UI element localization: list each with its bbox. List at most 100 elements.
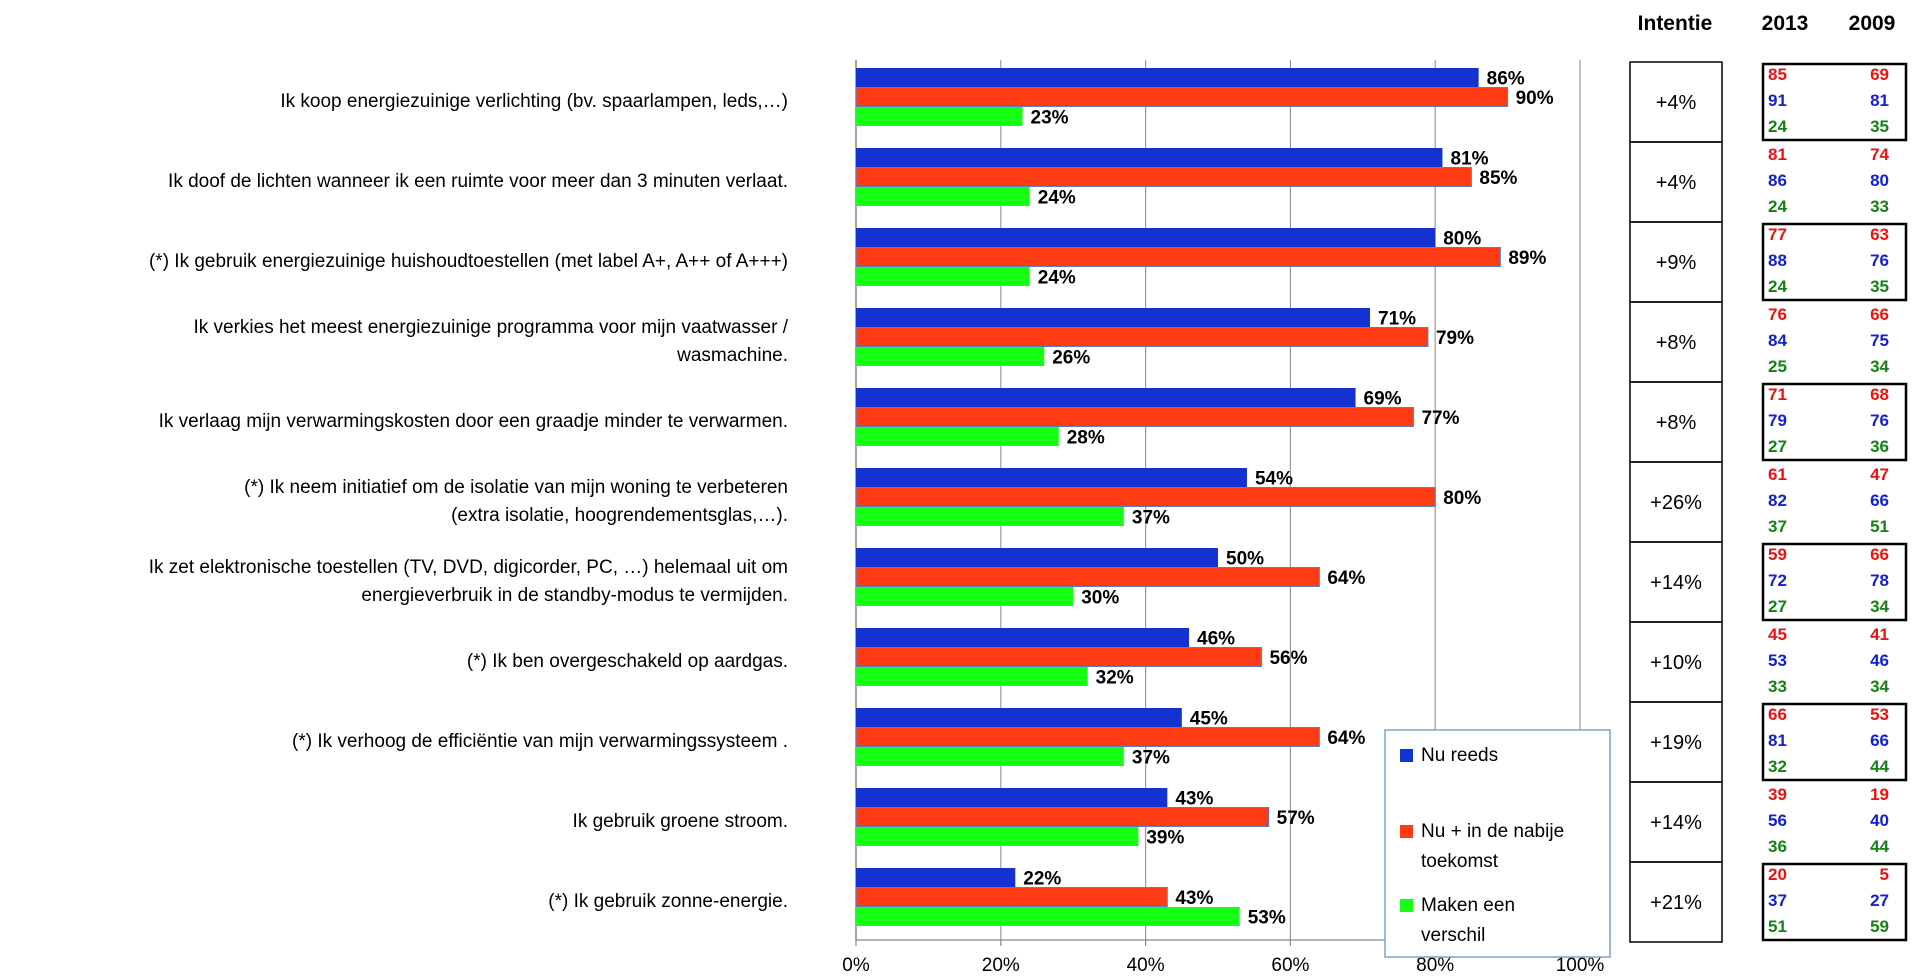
category-label: (*) Ik ben overgeschakeld op aardgas. [467, 651, 788, 672]
value-2009: 59 [1870, 917, 1889, 936]
bar [855, 167, 1472, 187]
value-2013: 71 [1768, 385, 1787, 404]
value-2009: 76 [1870, 411, 1889, 430]
value-label: 24% [1038, 188, 1076, 209]
bar [856, 788, 1168, 807]
bar [855, 727, 1320, 747]
category-label: Ik gebruik groene stroom. [573, 811, 788, 832]
bar [856, 548, 1218, 567]
bar [856, 388, 1356, 407]
legend-label: toekomst [1421, 851, 1499, 872]
intentie-value: +14% [1650, 572, 1702, 594]
value-2013: 88 [1768, 251, 1787, 270]
category-label: (*) Ik verhoog de efficiëntie van mijn v… [292, 731, 788, 752]
legend-label: Nu reeds [1421, 745, 1498, 766]
year-box [1761, 62, 1908, 142]
intentie-value: +8% [1656, 412, 1697, 434]
value-2009: 66 [1870, 491, 1889, 510]
value-2009: 69 [1870, 65, 1889, 84]
side-table: Intentie 2013 2009 +4% 85 69 91 81 24 35 +4% 81 7… [1629, 12, 1908, 943]
value-2009: 40 [1870, 811, 1889, 830]
intentie-value: +19% [1650, 732, 1702, 754]
value-2013: 86 [1768, 171, 1787, 190]
bar [856, 667, 1088, 686]
category-label: Ik doof de lichten wanneer ik een ruimte… [168, 171, 788, 192]
value-2013: 32 [1768, 757, 1787, 776]
value-2009: 66 [1870, 545, 1889, 564]
value-label: 81% [1450, 149, 1488, 170]
category-label: Ik koop energiezuinige verlichting (bv. … [280, 91, 788, 112]
value-2013: 79 [1768, 411, 1787, 430]
value-2013: 84 [1768, 331, 1787, 350]
value-label: 86% [1487, 69, 1525, 90]
value-label: 79% [1436, 328, 1474, 349]
bar [856, 907, 1240, 926]
value-2009: 68 [1870, 385, 1889, 404]
value-label: 39% [1146, 828, 1184, 849]
value-2013: 37 [1768, 891, 1787, 910]
bar [855, 567, 1320, 587]
value-2013: 39 [1768, 785, 1787, 804]
value-label: 80% [1443, 229, 1481, 250]
bar [856, 587, 1074, 606]
value-label: 37% [1132, 508, 1170, 529]
value-label: 30% [1081, 588, 1119, 609]
value-label: 64% [1327, 568, 1365, 589]
value-2013: 56 [1768, 811, 1787, 830]
value-label: 43% [1175, 888, 1213, 909]
header-intentie: Intentie [1638, 12, 1713, 35]
category-label: Ik verkies het meest energiezuinige prog… [193, 317, 788, 338]
category-label: (*) Ik gebruik zonne-energie. [548, 891, 788, 912]
value-2009: 76 [1870, 251, 1889, 270]
x-axis-ticks: 0% 20% 40% 60% 80% 100% [842, 939, 1605, 976]
value-label: 80% [1443, 488, 1481, 509]
legend-swatch [1400, 899, 1413, 912]
value-label: 90% [1516, 88, 1554, 109]
value-2013: 24 [1768, 197, 1787, 216]
value-2013: 72 [1768, 571, 1787, 590]
category-label: Ik verlaag mijn verwarmingskosten door e… [159, 411, 788, 432]
intentie-value: +10% [1650, 652, 1702, 674]
bar [856, 868, 1016, 887]
value-label: 56% [1269, 648, 1307, 669]
bar [855, 887, 1168, 907]
value-2009: 34 [1870, 677, 1889, 696]
year-box [1761, 862, 1908, 942]
value-label: 57% [1277, 808, 1315, 829]
value-2009: 35 [1870, 277, 1889, 296]
category-label: (*) Ik gebruik energiezuinige huishoudto… [149, 251, 788, 272]
value-2013: 82 [1768, 491, 1787, 510]
bars [855, 68, 1509, 926]
category-label: (*) Ik neem initiatief om de isolatie va… [244, 477, 788, 498]
value-label: 77% [1421, 408, 1459, 429]
value-labels: 86%90% 23% 81%85% 24% 80% 89% 24% 71% 79% 26% 69% 7… [1023, 69, 1553, 929]
value-2013: 77 [1768, 225, 1787, 244]
bar [856, 827, 1139, 846]
value-2009: 44 [1870, 757, 1889, 776]
value-2009: 81 [1870, 91, 1889, 110]
x-tick-label: 60% [1271, 955, 1309, 976]
value-2009: 53 [1870, 705, 1889, 724]
x-tick-label: 100% [1556, 955, 1605, 976]
value-2009: 51 [1870, 517, 1889, 536]
bar [856, 228, 1436, 247]
category-label: Ik zet elektronische toestellen (TV, DVD… [149, 557, 788, 578]
value-2013: 36 [1768, 837, 1787, 856]
bar [855, 407, 1414, 427]
value-2013: 25 [1768, 357, 1787, 376]
value-2009: 74 [1870, 145, 1889, 164]
bar [855, 87, 1509, 107]
value-label: 43% [1175, 789, 1213, 810]
value-2013: 51 [1768, 917, 1787, 936]
value-2009: 34 [1870, 357, 1889, 376]
legend-label: verschil [1421, 925, 1485, 946]
value-label: 46% [1197, 629, 1235, 650]
bar [856, 107, 1023, 126]
value-2009: 75 [1870, 331, 1889, 350]
intentie-value: +21% [1650, 892, 1702, 914]
value-label: 28% [1067, 428, 1105, 449]
category-label: wasmachine. [676, 345, 788, 366]
value-2013: 66 [1768, 705, 1787, 724]
value-2013: 24 [1768, 117, 1787, 136]
